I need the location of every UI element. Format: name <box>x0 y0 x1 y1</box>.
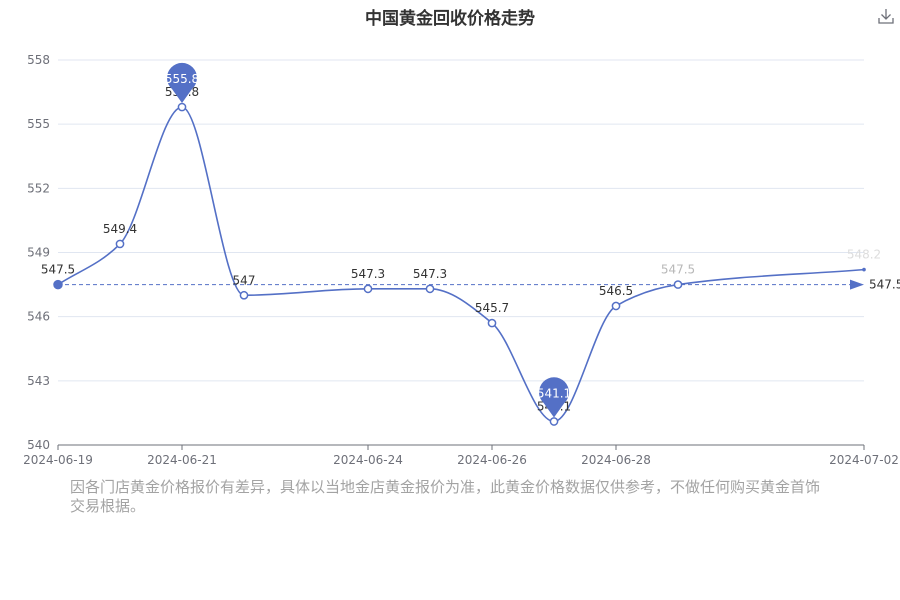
min-pin-marker <box>539 377 569 418</box>
x-tick-label: 2024-06-26 <box>457 453 527 467</box>
grid-lines <box>58 59 864 382</box>
data-point <box>673 280 683 289</box>
average-arrow <box>850 279 864 290</box>
data-label: 547 <box>233 273 256 287</box>
data-label: 549.4 <box>103 222 137 236</box>
download-icon[interactable] <box>876 6 896 26</box>
x-tick-label: 2024-06-24 <box>333 453 403 467</box>
data-labels: 547.5549.4555.8547547.3547.3545.7541.154… <box>41 85 881 413</box>
data-label: 547.5 <box>661 263 695 277</box>
x-tick-label: 2024-06-19 <box>23 453 93 467</box>
y-tick-label: 540 <box>27 438 50 452</box>
axes: 540 543 546 549 552 555 558 2024-06-19 2024-06-2… <box>23 53 899 467</box>
data-point <box>549 417 559 426</box>
data-point <box>177 102 187 112</box>
y-tick-label: 555 <box>27 117 50 131</box>
average-label: 547.5 <box>869 278 900 292</box>
data-point <box>363 284 373 294</box>
y-tick-label: 546 <box>27 310 50 324</box>
data-label: 547.3 <box>413 267 447 281</box>
data-points <box>53 102 866 426</box>
data-label: 547.5 <box>41 263 75 277</box>
data-point <box>53 279 63 290</box>
data-point <box>115 239 125 249</box>
data-label: 545.7 <box>475 301 509 315</box>
chart-title: 中国黄金回收价格走势 <box>365 9 535 29</box>
max-pin-label: 555.8 <box>165 72 199 86</box>
y-tick-label: 558 <box>27 53 50 67</box>
y-tick-label: 552 <box>27 181 50 195</box>
min-pin-label: 541.1 <box>537 386 571 400</box>
series-line-layer: 547.5 <box>54 106 900 423</box>
data-label: 546.5 <box>599 284 633 298</box>
data-label: 548.2 <box>847 248 881 262</box>
data-point <box>425 284 435 294</box>
data-point <box>611 301 621 311</box>
x-tick-label: 2024-06-21 <box>147 453 217 467</box>
data-point <box>487 318 497 328</box>
series-line <box>57 106 865 423</box>
y-tick-label: 543 <box>27 374 50 388</box>
data-label: 547.3 <box>351 267 385 281</box>
data-point <box>239 290 249 300</box>
x-tick-label: 2024-06-28 <box>581 453 651 467</box>
data-point <box>862 267 866 272</box>
disclaimer-note: 因各门店黄金价格报价有差异，具体以当地金店黄金报价为准，此黄金价格数据仅供参考，… <box>70 478 821 515</box>
y-tick-label: 549 <box>27 246 50 260</box>
max-pin-marker <box>167 62 198 104</box>
extreme-markers: 555.8 541.1 <box>165 62 571 418</box>
x-tick-label: 2024-07-02 <box>829 453 899 467</box>
